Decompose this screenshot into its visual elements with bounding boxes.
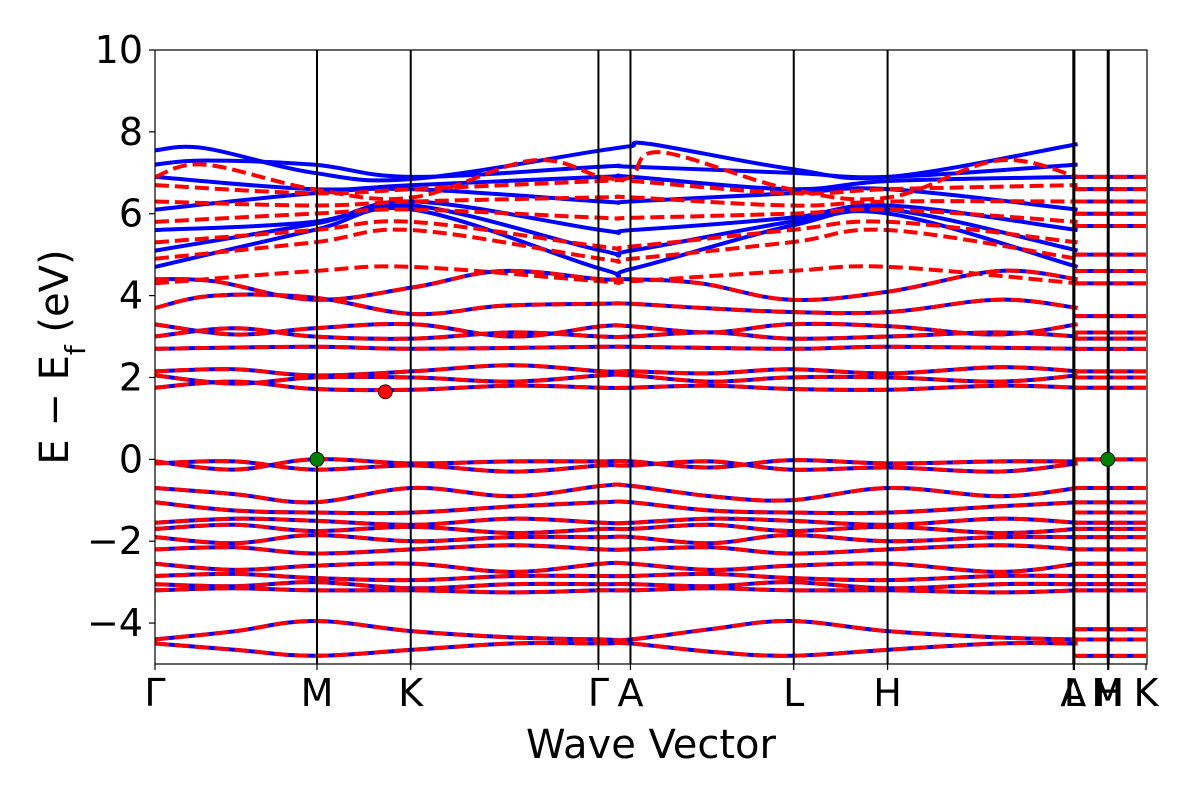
x-tick-label-8: L — [1064, 671, 1085, 715]
plot-frame — [154, 49, 1148, 665]
extrema-markers — [309, 384, 1116, 467]
band-line-spin-down-overlap-14 — [155, 533, 1078, 546]
y-axis-title-subscript: f — [59, 344, 92, 355]
band-line-spin-down-overlap-18 — [155, 580, 1078, 591]
y-tick-label-5: 0 — [119, 437, 143, 481]
band-line-spin-down-0 — [155, 264, 1078, 286]
band-line-spin-down-overlap-21 — [155, 640, 1078, 658]
band-line-spin-down-overlap-12 — [155, 516, 1078, 527]
band-line-spin-down-overlap-5 — [155, 363, 1078, 378]
x-tick-label-5: L — [783, 671, 804, 715]
band-line-spin-down-overlap-13 — [155, 522, 1078, 536]
band-line-spin-down-6 — [155, 150, 1079, 202]
band-line-spin-down-overlap-11 — [155, 499, 1078, 516]
y-tick-label-3: 4 — [119, 274, 143, 318]
band-line-spin-down-2 — [155, 219, 1078, 252]
y-tick-label-7: −4 — [87, 601, 143, 645]
y-axis-ticks: 10 8 6 4 2 0 −2 −4 — [87, 28, 155, 645]
x-tick-label-11: K — [1134, 671, 1160, 715]
band-line-spin-down-overlap-17 — [155, 571, 1078, 583]
band-line-spin-up-2 — [155, 199, 1078, 235]
band-line-spin-down-overlap-15 — [155, 543, 1078, 556]
vbm-marker-0 — [309, 451, 325, 467]
x-tick-label-3: Γ — [588, 671, 609, 715]
band-line-spin-down-overlap-4 — [155, 344, 1078, 351]
x-axis-title: Wave Vector — [526, 722, 777, 768]
y-tick-label-6: −2 — [87, 519, 143, 563]
band-line-spin-down-3 — [155, 207, 1078, 224]
band-line-spin-down-overlap-19 — [155, 586, 1078, 595]
band-line-spin-down-overlap-2 — [155, 321, 1078, 339]
band-line-spin-up-overlap-20 — [155, 618, 1078, 643]
band-line-spin-down-overlap-20 — [155, 618, 1078, 643]
band-line-spin-down-overlap-8 — [155, 457, 1078, 472]
band-line-spin-up-6 — [155, 140, 1078, 183]
bands-layer — [155, 140, 1147, 658]
x-tick-label-1: M — [301, 671, 334, 715]
high-symmetry-lines — [315, 50, 1110, 664]
x-tick-label-0: Γ — [144, 671, 165, 715]
y-axis-title-unit: (eV) — [32, 249, 78, 345]
band-line-spin-down-4 — [155, 194, 1078, 208]
band-line-spin-down-5 — [155, 177, 1078, 196]
band-line-spin-down-overlap-7 — [155, 379, 1078, 393]
cbm-marker-2 — [377, 384, 393, 400]
x-tick-label-10: H — [1094, 671, 1123, 715]
x-tick-label-7: A — [1060, 671, 1086, 715]
y-tick-label-1: 8 — [119, 110, 143, 154]
y-axis-title-main: E − E — [32, 355, 78, 465]
band-line-spin-down-1 — [155, 227, 1078, 264]
band-line-spin-down-overlap-0 — [155, 268, 1078, 302]
band-line-spin-down-overlap-3 — [155, 326, 1078, 341]
band-line-spin-down-overlap-9 — [155, 459, 1078, 474]
x-axis-ticks: Γ M K Γ A L H AL MH K — [144, 664, 1160, 715]
y-axis-title: E − Ef (eV) — [32, 249, 92, 464]
x-tick-label-6: H — [873, 671, 902, 715]
band-line-spin-up-0 — [155, 205, 1079, 278]
y-tick-label-2: 6 — [119, 192, 143, 236]
x-tick-label-4: A — [617, 671, 643, 715]
band-line-spin-down-overlap-1 — [155, 292, 1078, 317]
x-tick-label-2: K — [398, 671, 424, 715]
y-tick-label-0: 10 — [95, 28, 143, 72]
vbm-marker-1 — [1100, 451, 1116, 467]
band-line-spin-down-overlap-16 — [155, 560, 1078, 574]
band-line-spin-down-overlap-10 — [155, 482, 1078, 505]
y-tick-label-4: 2 — [119, 355, 143, 399]
band-line-spin-down-overlap-6 — [155, 372, 1078, 386]
x-tick-label-9: M — [1091, 671, 1124, 715]
